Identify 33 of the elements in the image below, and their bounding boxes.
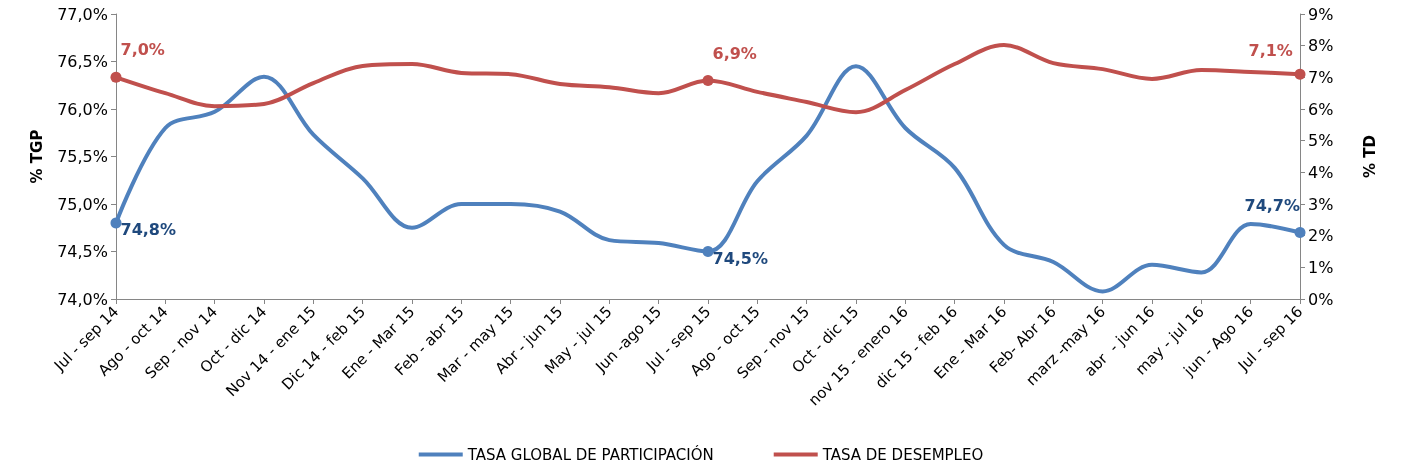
data-label: 74,8% <box>120 220 177 239</box>
y-tick-label: 74,0% <box>57 289 108 309</box>
point <box>1294 68 1306 80</box>
data-label: 6,9% <box>712 43 757 63</box>
y2-tick-label: 1% <box>1308 257 1334 277</box>
y-tick-label: 75,0% <box>57 194 108 214</box>
data-label: 74,7% <box>1244 195 1301 215</box>
y2-axis-title: % TD <box>1360 135 1379 178</box>
y2-tick-label: 2% <box>1308 226 1334 246</box>
y2-tick-label: 7% <box>1308 67 1334 87</box>
point <box>1294 227 1306 238</box>
data-label: 7,1% <box>1248 41 1293 61</box>
y2-tick-label: 6% <box>1308 99 1334 119</box>
point <box>702 246 714 257</box>
y2-tick-label: 5% <box>1308 131 1334 151</box>
point <box>702 75 714 86</box>
y2-tick-label: 8% <box>1308 36 1334 56</box>
data-label: 7,0% <box>120 40 165 60</box>
point <box>110 71 122 83</box>
y-tick-label: 76,5% <box>57 52 108 71</box>
y2-tick-label: 0% <box>1308 289 1334 309</box>
y2-tick-label: 4% <box>1308 162 1334 182</box>
legend-label: TASA GLOBAL DE PARTICIPACIÓN <box>466 444 714 464</box>
data-label: 74,5% <box>712 248 769 268</box>
y2-tick-label: 3% <box>1308 194 1334 214</box>
y2-tick-label: 9% <box>1308 4 1334 24</box>
y-tick-label: 76,0% <box>57 99 108 119</box>
point <box>110 217 122 229</box>
y-tick-label: 75,5% <box>57 147 108 166</box>
y-axis-title: % TGP <box>27 129 46 184</box>
y-tick-label: 77,0% <box>57 4 108 24</box>
legend-label: TASA DE DESEMPLEO <box>821 445 984 464</box>
y-tick-label: 74,5% <box>57 242 108 261</box>
